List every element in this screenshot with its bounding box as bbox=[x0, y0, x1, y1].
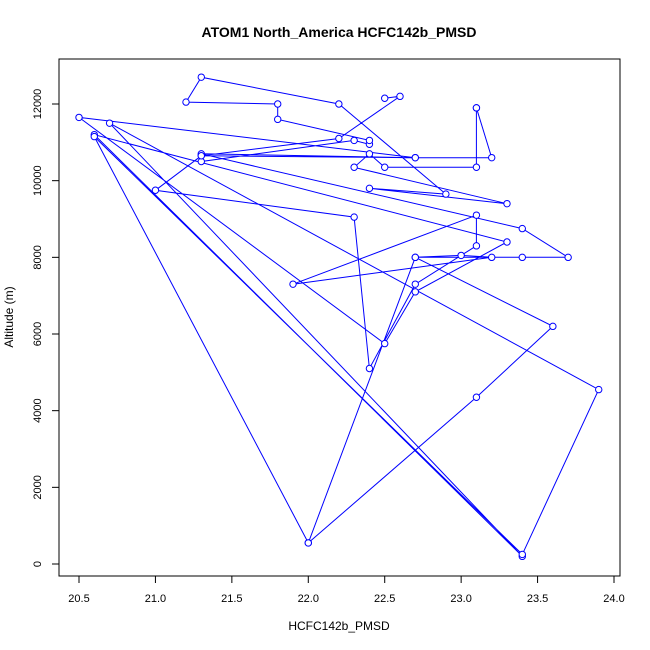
data-point bbox=[442, 190, 450, 198]
data-point bbox=[457, 251, 465, 260]
series-layer bbox=[75, 73, 603, 561]
data-point bbox=[365, 184, 374, 193]
data-point bbox=[564, 253, 572, 262]
x-tick-label: 20.5 bbox=[68, 593, 89, 605]
data-point bbox=[472, 104, 481, 112]
data-point bbox=[365, 150, 374, 158]
data-point bbox=[151, 186, 160, 194]
data-point bbox=[105, 119, 114, 127]
x-tick-label: 21.5 bbox=[221, 593, 242, 605]
data-point bbox=[595, 385, 603, 394]
y-tick-label: 4000 bbox=[32, 398, 44, 422]
data-point bbox=[350, 163, 358, 171]
data-point bbox=[549, 322, 557, 331]
y-tick-label: 12000 bbox=[32, 89, 44, 120]
data-point bbox=[518, 253, 526, 262]
data-point bbox=[411, 153, 419, 162]
data-point bbox=[396, 92, 404, 101]
x-tick-label: 21.0 bbox=[145, 593, 166, 605]
data-point bbox=[75, 113, 83, 122]
data-point bbox=[197, 152, 205, 160]
data-point bbox=[472, 393, 481, 401]
data-point bbox=[335, 134, 343, 143]
data-point bbox=[381, 163, 389, 171]
data-point bbox=[182, 98, 190, 106]
data-point bbox=[488, 253, 496, 262]
data-point bbox=[289, 280, 297, 288]
data-point bbox=[381, 94, 389, 102]
data-point bbox=[274, 100, 282, 108]
data-point bbox=[503, 199, 511, 208]
data-point bbox=[274, 115, 282, 124]
data-point bbox=[350, 213, 358, 221]
data-point bbox=[411, 253, 419, 262]
data-point bbox=[488, 153, 496, 162]
data-point bbox=[335, 100, 343, 108]
chart-title: ATOM1 North_America HCFC142b_PMSD bbox=[202, 24, 477, 40]
data-point bbox=[472, 211, 481, 219]
y-tick-label: 8000 bbox=[32, 245, 44, 269]
data-point bbox=[518, 224, 526, 233]
y-tick-label: 6000 bbox=[32, 322, 44, 346]
y-tick-label: 0 bbox=[32, 561, 44, 567]
x-tick-label: 23.5 bbox=[527, 593, 548, 605]
y-axis-label: Altitude (m) bbox=[2, 286, 16, 347]
x-axis-label: HCFC142b_PMSD bbox=[288, 619, 390, 633]
x-tick-label: 22.0 bbox=[298, 593, 319, 605]
data-point bbox=[197, 73, 205, 81]
data-point bbox=[365, 136, 374, 145]
data-point bbox=[304, 539, 312, 547]
series-line bbox=[77, 76, 600, 557]
data-point bbox=[381, 339, 389, 348]
data-point bbox=[365, 364, 374, 373]
x-axis: 20.5 21.0 21.5 22.0 22.5 23.0 23.5 24.0 bbox=[68, 575, 625, 605]
y-tick-label: 2000 bbox=[32, 475, 44, 499]
y-axis: 0 2000 4000 6000 8000 10000 12000 bbox=[32, 89, 60, 567]
data-point bbox=[411, 288, 419, 296]
data-point bbox=[518, 550, 526, 559]
x-tick-label: 23.0 bbox=[450, 593, 471, 605]
x-tick-label: 22.5 bbox=[374, 593, 395, 605]
data-point bbox=[411, 280, 419, 288]
data-point bbox=[503, 238, 511, 246]
data-point bbox=[472, 163, 481, 171]
x-tick-label: 24.0 bbox=[603, 593, 624, 605]
data-point bbox=[472, 242, 481, 250]
data-point bbox=[90, 132, 98, 141]
y-tick-label: 10000 bbox=[32, 165, 44, 196]
data-point bbox=[350, 136, 358, 145]
